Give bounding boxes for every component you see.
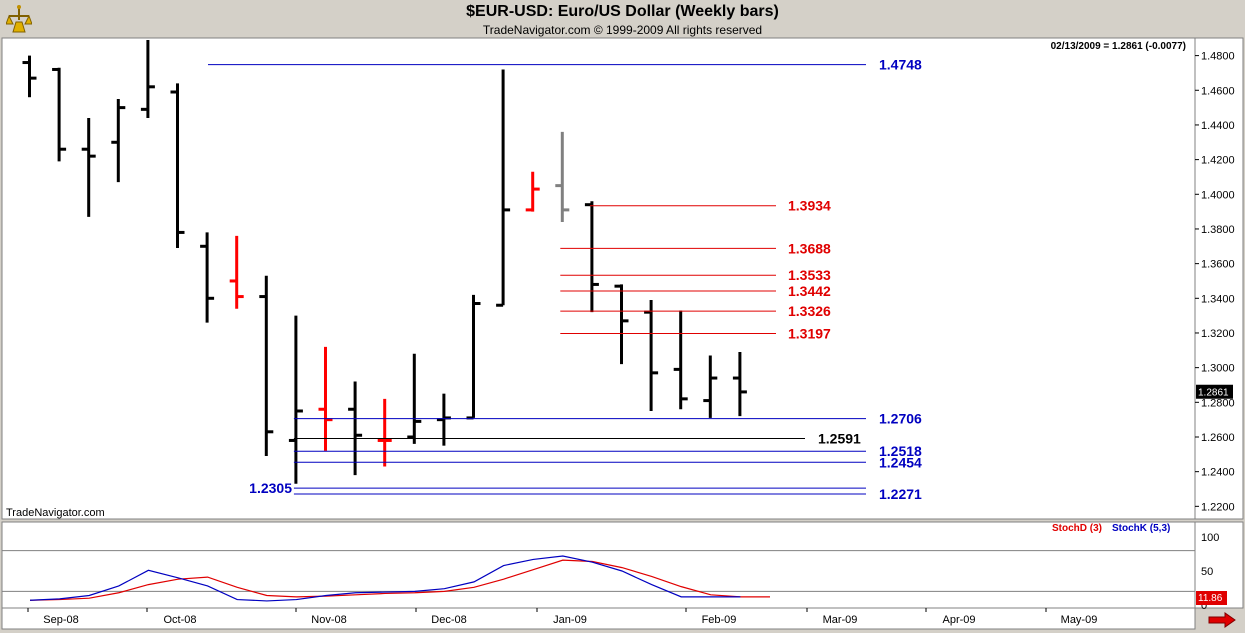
level-1-2271-label: 1.2271 xyxy=(879,486,922,502)
date-axis-label: Dec-08 xyxy=(431,614,466,626)
red-level-label: 1.3326 xyxy=(788,303,831,319)
stoch-d-legend: StochD (3) xyxy=(1052,523,1102,534)
chart-subtitle: TradeNavigator.com © 1999-2009 All right… xyxy=(482,23,763,37)
stoch-panel xyxy=(1,521,1196,609)
stoch-k-line xyxy=(29,555,741,602)
date-axis-label: May-09 xyxy=(1061,614,1098,626)
tradenavigator-logo-icon[interactable] xyxy=(5,4,33,34)
date-axis-label: Mar-09 xyxy=(823,614,858,626)
price-axis-label: 1.2200 xyxy=(1201,501,1235,513)
red-level-label: 1.3934 xyxy=(788,198,831,214)
date-axis-label: Nov-08 xyxy=(311,614,346,626)
level-1-2706-label: 1.2706 xyxy=(879,411,922,427)
chart-title: $EUR-USD: Euro/US Dollar (Weekly bars) xyxy=(466,3,779,20)
price-axis-label: 1.3200 xyxy=(1201,328,1235,340)
watermark-text: TradeNavigator.com xyxy=(6,507,105,519)
date-axis-label: Jan-09 xyxy=(553,614,587,626)
current-price-flag xyxy=(1196,384,1233,399)
price-panel xyxy=(1,37,1196,520)
red-level-label: 1.3442 xyxy=(788,283,831,299)
last-quote-text: 02/13/2009 = 1.2861 (-0.0077) xyxy=(1051,41,1186,52)
price-axis-label: 1.2600 xyxy=(1201,432,1235,444)
stoch-axis-label: 50 xyxy=(1201,566,1213,578)
price-axis-label: 1.4400 xyxy=(1201,120,1235,132)
stoch-k-legend: StochK (5,3) xyxy=(1112,523,1170,534)
price-axis-label: 1.4600 xyxy=(1201,85,1235,97)
stoch-value-flag xyxy=(1196,591,1227,605)
price-axis-label: 1.3000 xyxy=(1201,363,1235,375)
date-axis-label: Apr-09 xyxy=(942,614,975,626)
price-axis-label: 1.3600 xyxy=(1201,259,1235,271)
price-axis-label: 1.4000 xyxy=(1201,189,1235,201)
red-level-label: 1.3197 xyxy=(788,325,831,341)
current-price-flag-label: 1.2861 xyxy=(1198,388,1229,399)
stoch-axis-label: 0 xyxy=(1201,600,1207,612)
price-axis-panel xyxy=(1194,37,1244,520)
price-axis-label: 1.2400 xyxy=(1201,467,1235,479)
level-1-4748-label: 1.4748 xyxy=(879,57,922,73)
date-axis-label: Feb-09 xyxy=(702,614,737,626)
price-axis-label: 1.2800 xyxy=(1201,397,1235,409)
price-axis-label: 1.4200 xyxy=(1201,155,1235,167)
level-1-2305-label: 1.2305 xyxy=(249,480,292,496)
stoch-d-line xyxy=(29,559,770,601)
price-axis-label: 1.4800 xyxy=(1201,51,1235,63)
date-axis-label: Sep-08 xyxy=(43,614,78,626)
level-1-2518-label: 1.2518 xyxy=(879,443,922,459)
date-axis-panel xyxy=(1,607,1196,630)
level-1-2591-label: 1.2591 xyxy=(818,431,861,447)
stoch-axis-label: 100 xyxy=(1201,532,1219,544)
date-axis-label: Oct-08 xyxy=(163,614,196,626)
stoch-value-flag-label: 11.86 xyxy=(1198,593,1223,604)
level-1-2454-label: 1.2454 xyxy=(879,454,922,470)
price-axis-label: 1.3800 xyxy=(1201,224,1235,236)
scroll-right-arrow-icon[interactable] xyxy=(1207,612,1237,628)
red-level-label: 1.3688 xyxy=(788,240,831,256)
price-axis-label: 1.3400 xyxy=(1201,293,1235,305)
red-level-label: 1.3533 xyxy=(788,267,831,283)
